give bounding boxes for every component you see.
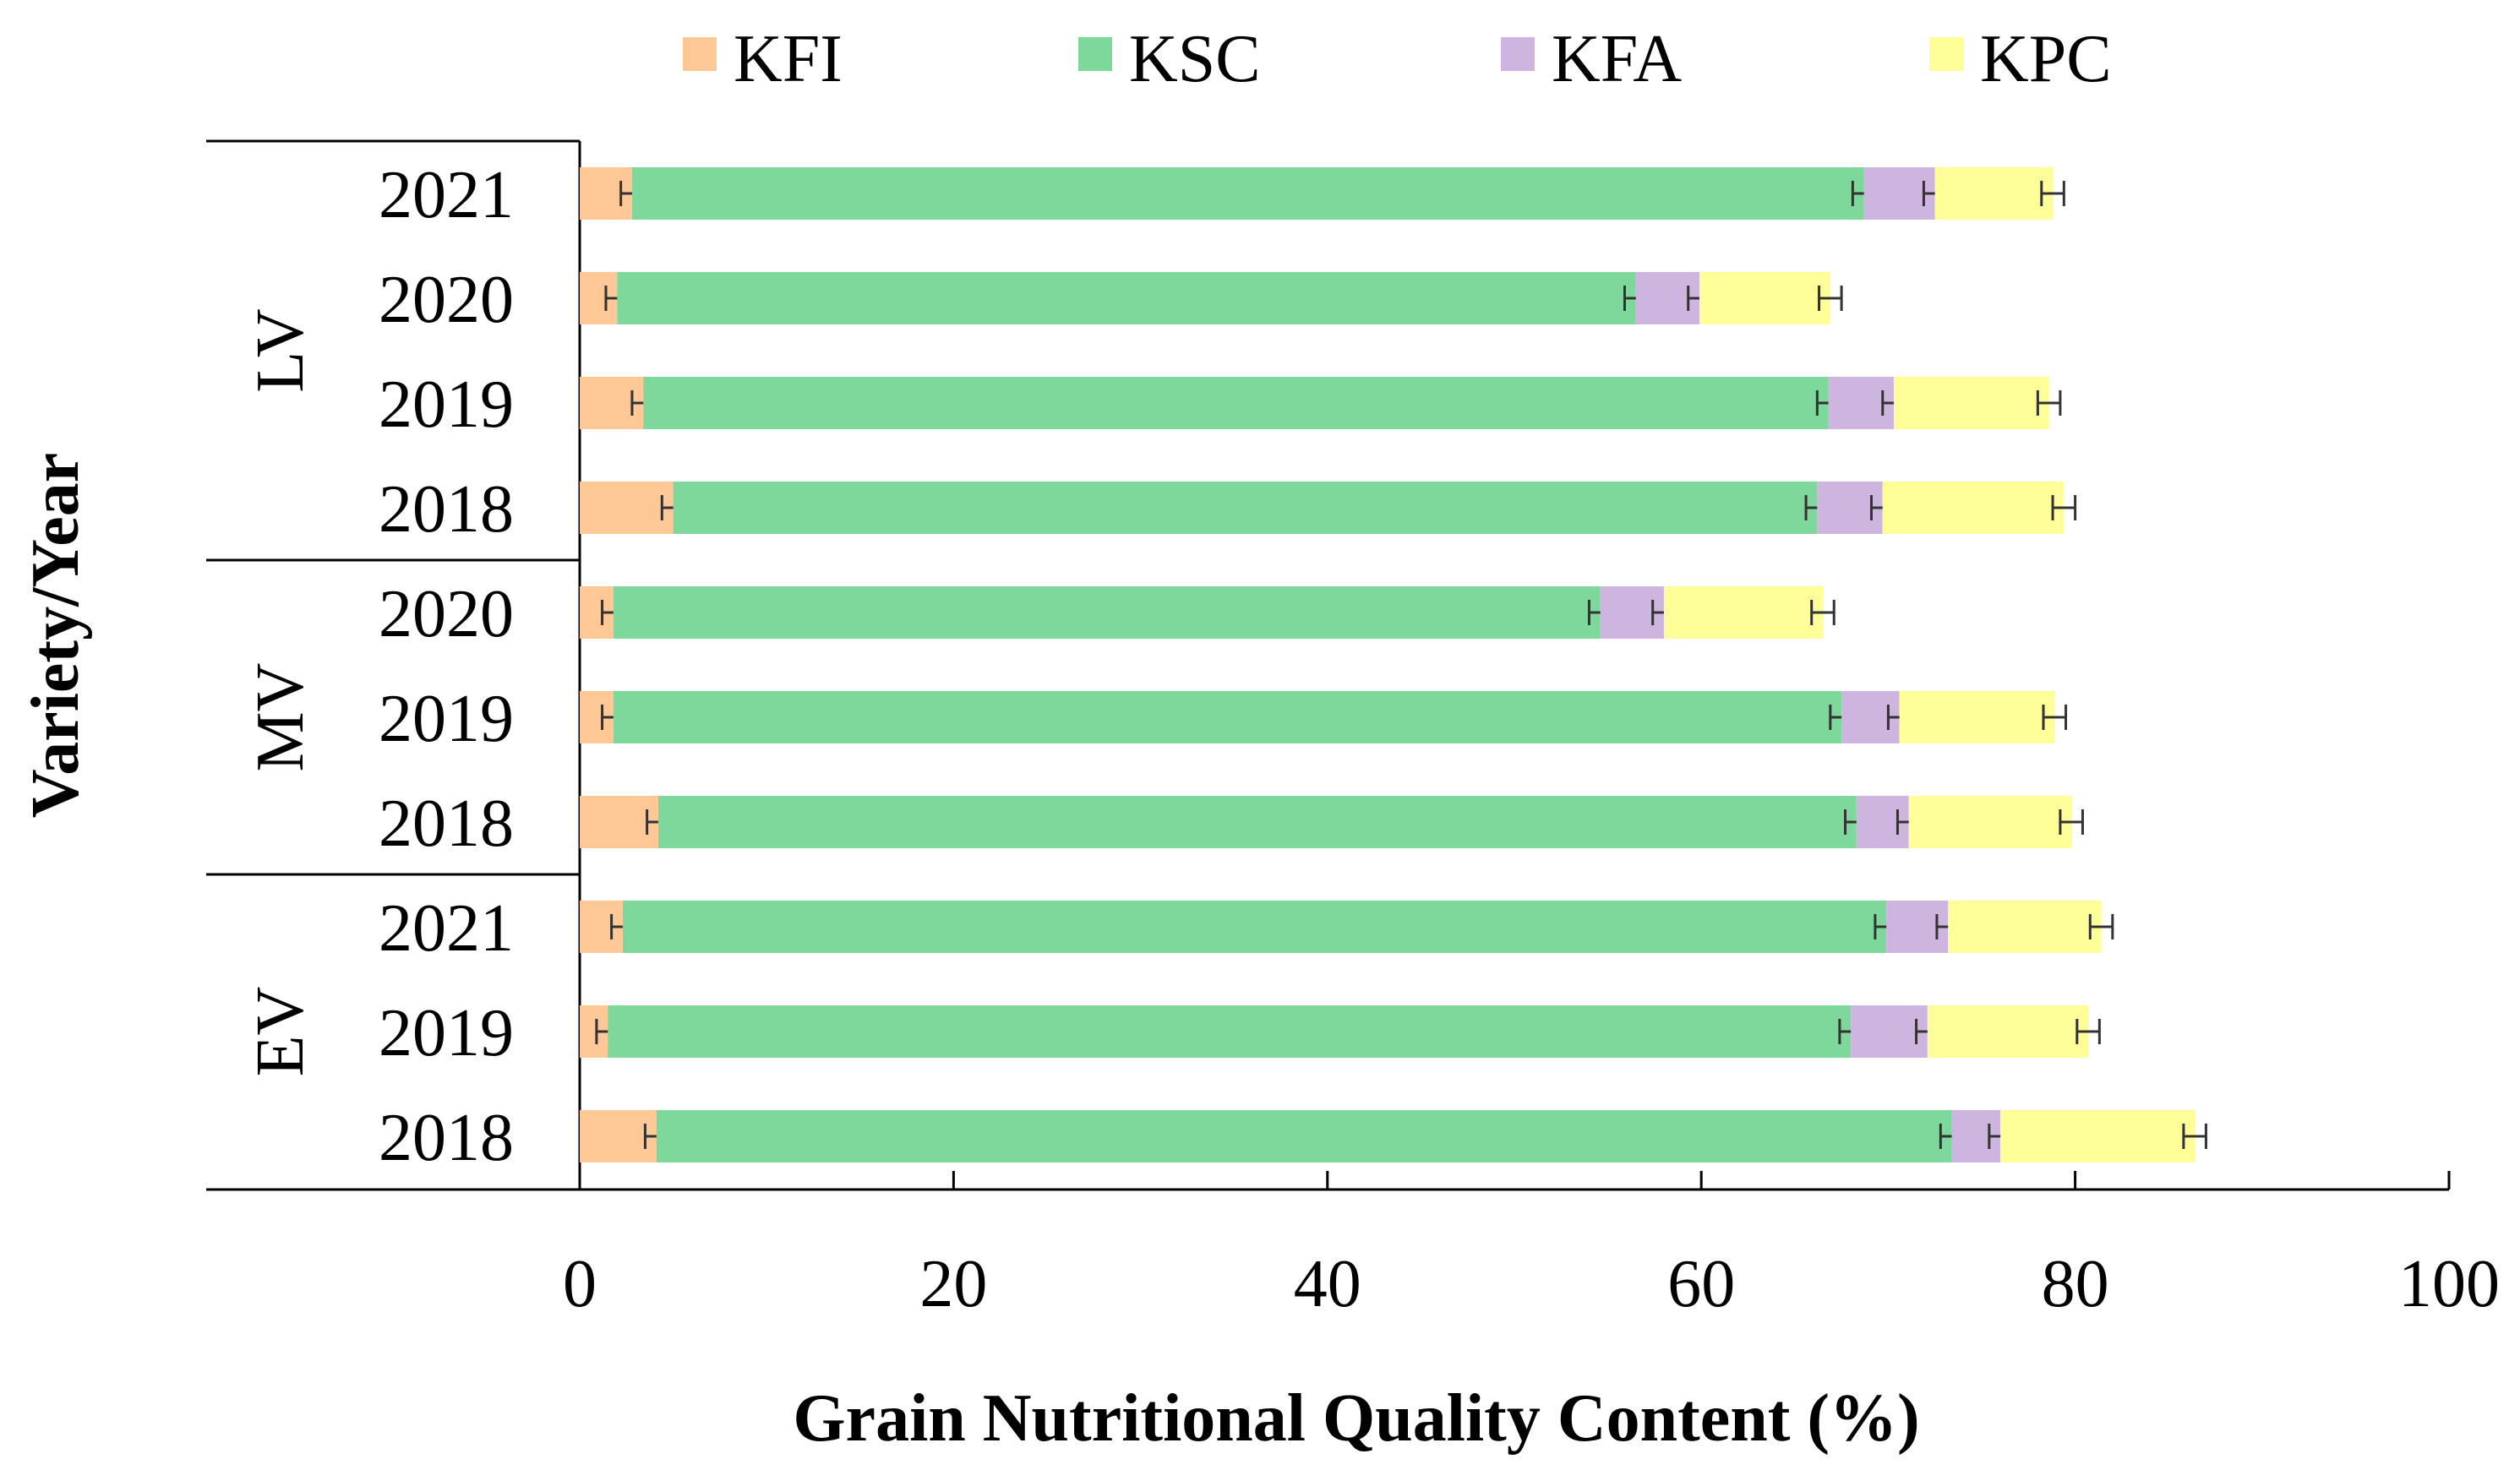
x-tick-label: 20 — [919, 1247, 987, 1321]
bar-segment-kpc — [1948, 901, 2102, 953]
bar-segment-ksc — [656, 1110, 1952, 1162]
bar-segment-ksc — [617, 272, 1636, 324]
bar-segment-kpc — [1908, 796, 2072, 848]
bar-row-ev-2019 — [580, 1005, 2101, 1058]
row-year-label: 2019 — [379, 996, 514, 1070]
group-label-ev: EV — [243, 987, 318, 1077]
error-bar — [2036, 390, 2062, 416]
bar-row-ev-2018 — [580, 1110, 2207, 1162]
bar-segment-ksc — [673, 482, 1818, 534]
row-year-label: 2020 — [379, 577, 514, 651]
x-tick-label: 80 — [2042, 1247, 2109, 1321]
error-bar — [2075, 1019, 2101, 1044]
legend-label: KFA — [1552, 22, 1682, 96]
legend-item-kfa: KFA — [1501, 22, 1682, 96]
error-bar — [2059, 809, 2084, 835]
legend: KFI KSC KFA KPC — [683, 22, 2112, 96]
legend-label: KPC — [1980, 22, 2112, 96]
group-label-lv: LV — [243, 308, 318, 392]
x-tick-label: 40 — [1294, 1247, 1361, 1321]
bar-segment-ksc — [622, 901, 1887, 953]
error-bar — [1818, 286, 1843, 311]
row-year-label: 2021 — [379, 158, 514, 232]
legend-swatch — [1929, 37, 1963, 71]
bar-segment-kpc — [2000, 1110, 2195, 1162]
error-bar — [2182, 1124, 2207, 1149]
row-year-label: 2019 — [379, 368, 514, 442]
bar-row-lv-2021 — [580, 167, 2065, 220]
bar-segment-kpc — [1899, 691, 2055, 743]
bar-row-lv-2020 — [580, 272, 1843, 324]
bar-segment-ksc — [643, 377, 1829, 429]
bar-segment-ksc — [608, 1005, 1852, 1058]
legend-item-kpc: KPC — [1929, 22, 2112, 96]
y-axis-title: Variety/Year — [19, 453, 93, 818]
bar-segment-kpc — [1663, 586, 1823, 639]
bar-row-lv-2018 — [580, 482, 2077, 534]
bar-segment-kfi — [580, 796, 658, 848]
legend-swatch — [1501, 37, 1535, 71]
row-year-label: 2018 — [379, 1101, 514, 1175]
legend-label: KSC — [1129, 22, 1261, 96]
bar-row-mv-2019 — [580, 691, 2068, 743]
row-year-label: 2018 — [379, 787, 514, 861]
row-year-label: 2018 — [379, 472, 514, 547]
bar-segment-kpc — [1894, 377, 2049, 429]
bar-segment-ksc — [613, 691, 1842, 743]
bars — [580, 167, 2207, 1162]
x-tick-label: 0 — [563, 1247, 597, 1321]
bar-segment-ksc — [657, 796, 1857, 848]
bar-segment-ksc — [631, 167, 1864, 220]
bar-row-lv-2019 — [580, 377, 2062, 429]
labels: LV MV EV 0 20 40 60 80 100 2021 2020 2019 2018 2020 20… — [243, 158, 2500, 1321]
legend-swatch — [1078, 37, 1112, 71]
error-bar — [2042, 705, 2068, 730]
bar-row-mv-2020 — [580, 586, 1835, 639]
legend-swatch — [683, 37, 717, 71]
bar-segment-ksc — [613, 586, 1601, 639]
legend-item-ksc: KSC — [1078, 22, 1261, 96]
row-year-label: 2019 — [379, 682, 514, 756]
bar-segment-kfi — [580, 482, 674, 534]
bar-segment-kpc — [1882, 482, 2065, 534]
x-axis-title: Grain Nutritional Quality Content (%) — [793, 1381, 1919, 1456]
x-tick-label: 100 — [2398, 1247, 2500, 1321]
bar-segment-kpc — [1699, 272, 1830, 324]
bar-segment-kfi — [580, 1110, 657, 1162]
row-year-label: 2020 — [379, 263, 514, 337]
error-bar — [1810, 600, 1835, 625]
bar-segment-kpc — [1934, 167, 2054, 220]
error-bar — [2051, 495, 2077, 520]
bar-segment-kpc — [1927, 1005, 2089, 1058]
bar-row-mv-2018 — [580, 796, 2084, 848]
group-label-mv: MV — [243, 663, 318, 772]
bar-segment-kfa — [1851, 1005, 1928, 1058]
bar-row-ev-2021 — [580, 901, 2114, 953]
x-tick-label: 60 — [1667, 1247, 1735, 1321]
legend-item-kfi: KFI — [683, 22, 843, 96]
error-bar — [2040, 181, 2065, 206]
legend-label: KFI — [734, 22, 843, 96]
error-bar — [2088, 914, 2114, 939]
row-year-label: 2021 — [379, 891, 514, 966]
